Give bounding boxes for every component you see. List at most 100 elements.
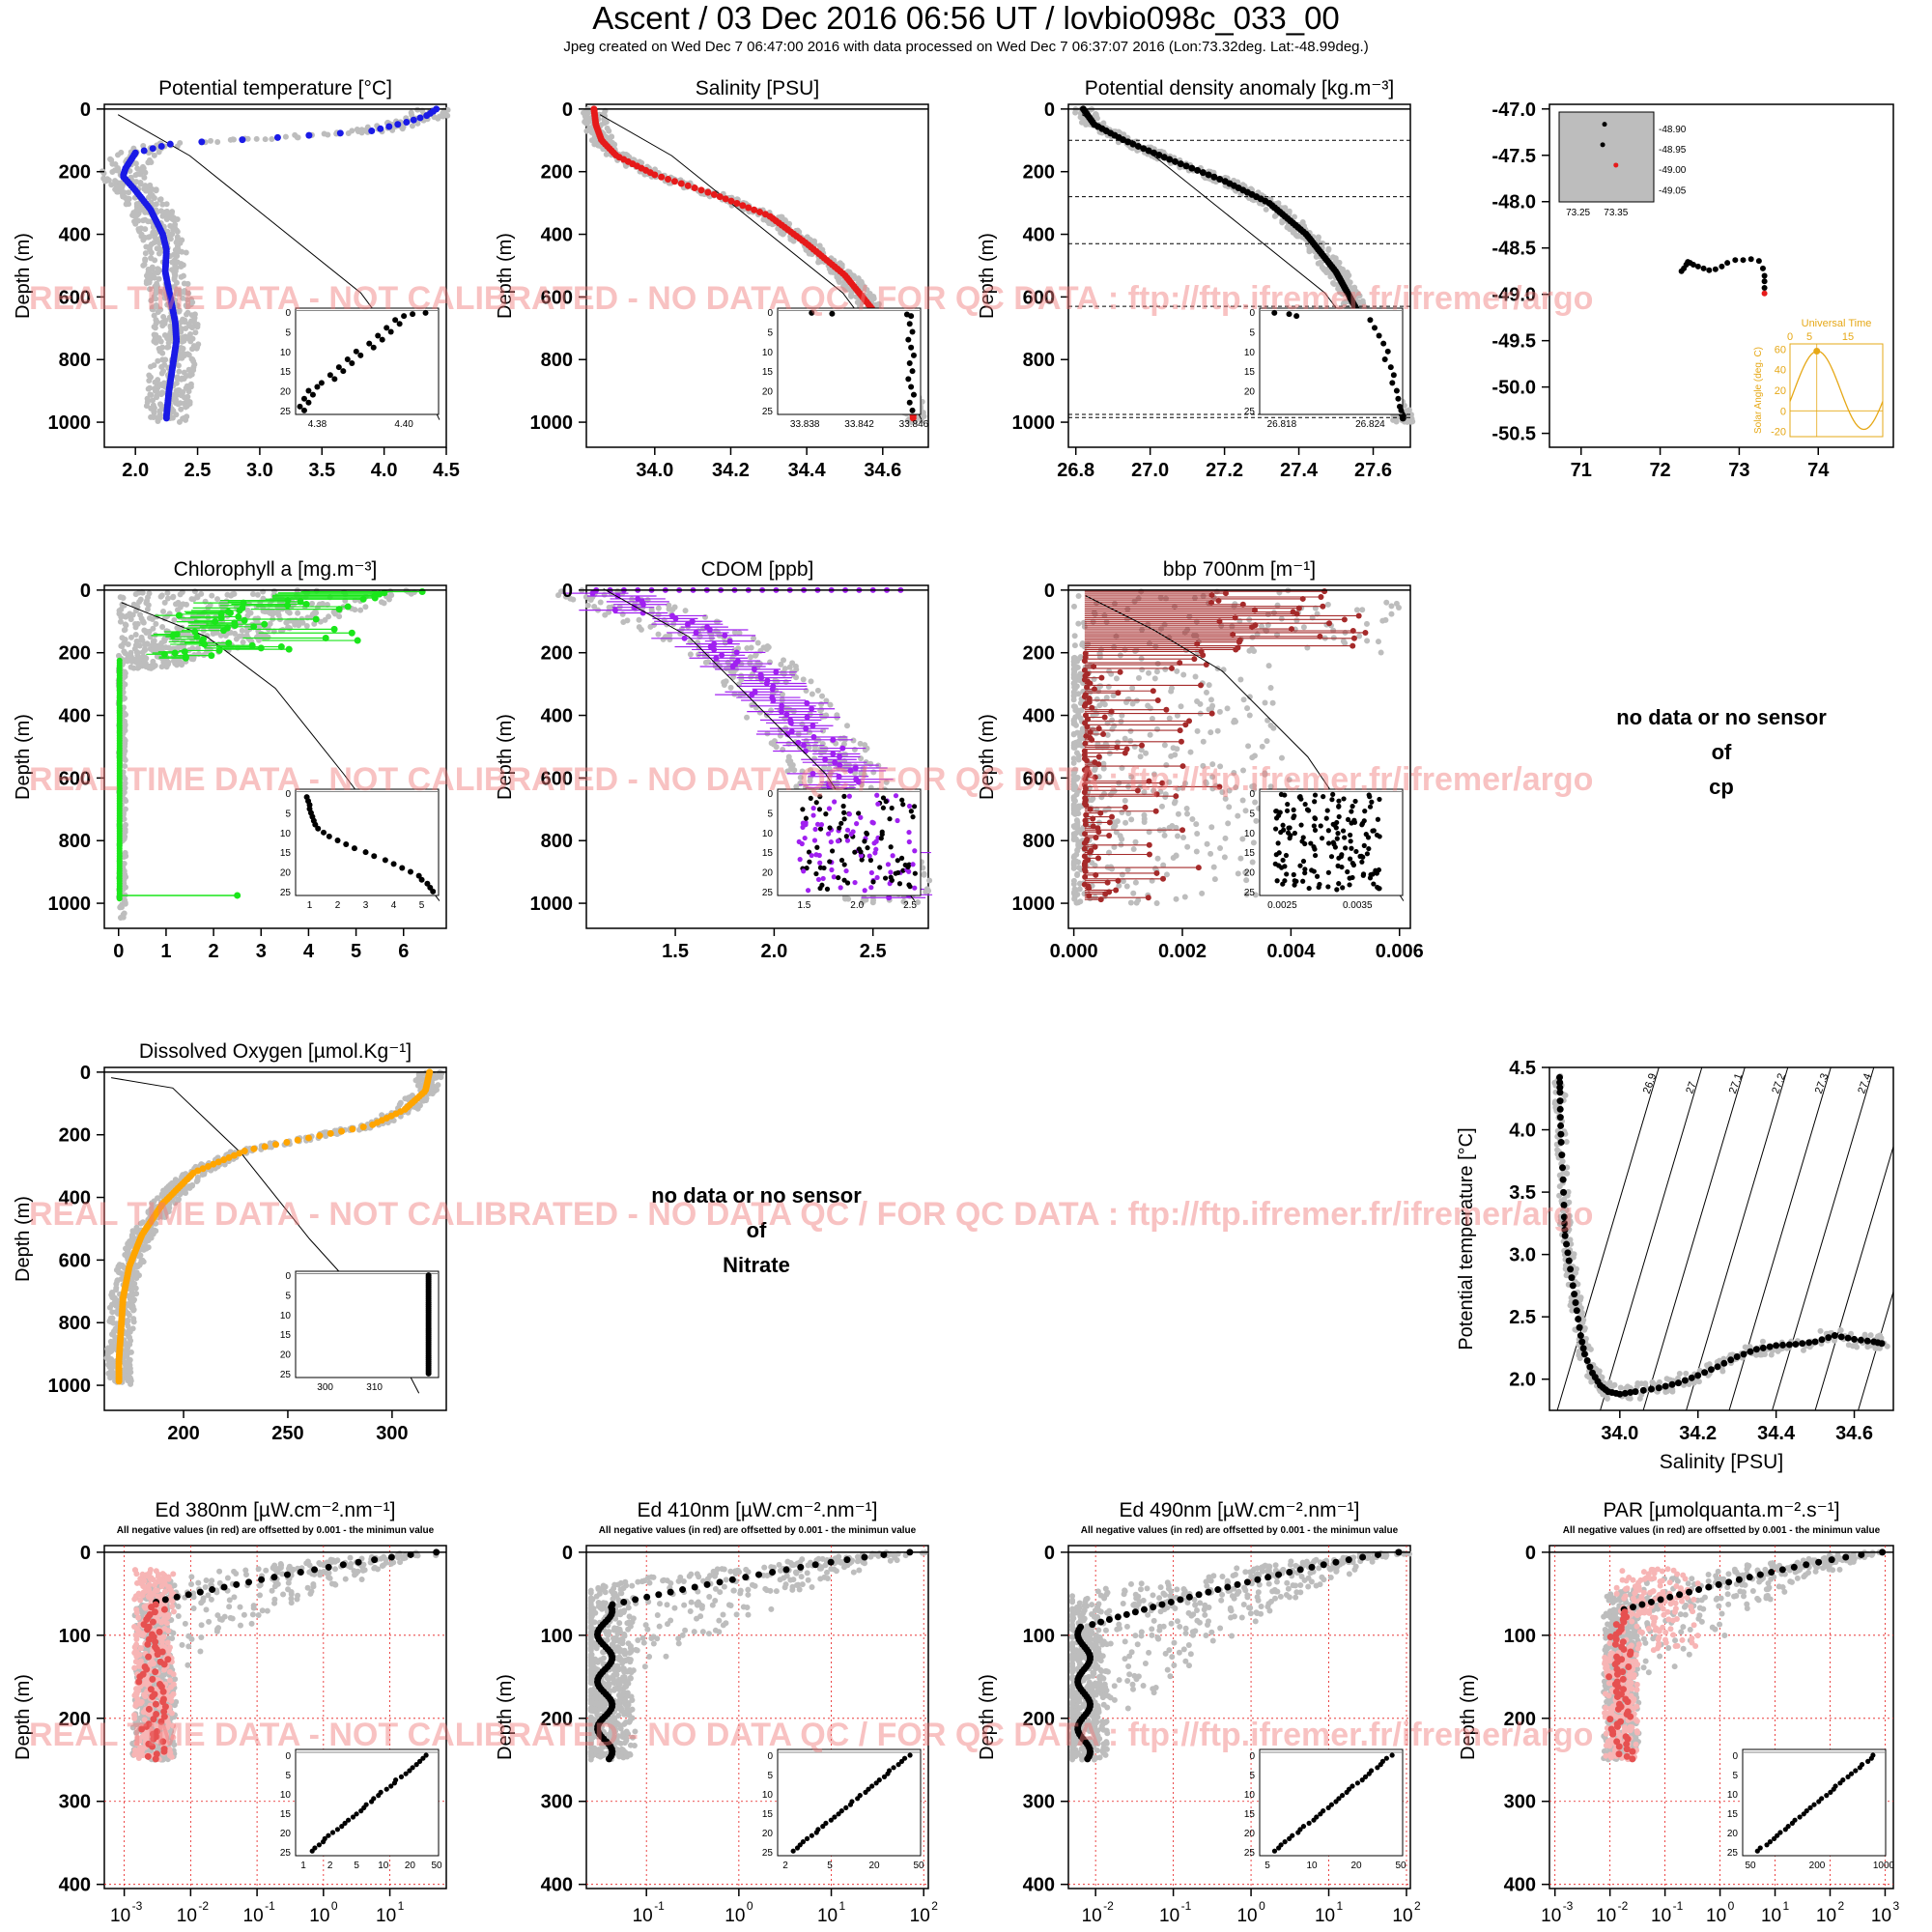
- chla-history-point: [122, 748, 128, 754]
- sal-data-point: [691, 185, 698, 192]
- chla-history-point: [214, 596, 221, 603]
- temp-history-point: [188, 346, 195, 353]
- oxy-ytick-label: 600: [59, 1250, 91, 1271]
- cdom-history-point: [785, 753, 792, 760]
- chla-data-point: [261, 620, 269, 628]
- sal-data-point: [684, 182, 692, 189]
- dens-ylabel: Depth (m): [977, 233, 998, 319]
- cdom-history-point: [682, 608, 689, 614]
- sal-inset-point: [908, 384, 915, 390]
- oxy-inset-ytick-label: 15: [280, 1330, 292, 1341]
- temp-history-point: [180, 351, 186, 357]
- oxy-history-point: [128, 1369, 134, 1376]
- sal-inset-point: [909, 407, 916, 413]
- chla-history-point: [127, 611, 133, 617]
- chla-data-point: [116, 895, 123, 902]
- oxy-history-point: [125, 1358, 131, 1365]
- chla-history-point: [122, 756, 128, 763]
- chla-history-point: [202, 598, 209, 605]
- sal-ytick-label: 200: [541, 162, 573, 184]
- oxy-inset-ytick-label: 25: [280, 1370, 292, 1380]
- temp-ytick-label: 200: [59, 162, 91, 184]
- temp-history-point: [163, 201, 170, 208]
- chla-history-point: [139, 649, 146, 656]
- temp-title: Potential temperature [°C]: [158, 77, 392, 99]
- temp-history-point: [444, 106, 451, 113]
- chla-history-point: [128, 634, 134, 640]
- temp-history-point: [179, 237, 185, 243]
- temp-xtick-label: 2.5: [185, 460, 212, 481]
- chla-history-point: [122, 637, 128, 643]
- oxy-history-point: [132, 1285, 139, 1292]
- chla-xtick-label: 3: [256, 941, 267, 962]
- temp-history-point: [108, 156, 115, 163]
- cdom-history-point: [655, 631, 662, 638]
- oxy-history-point: [163, 1184, 170, 1191]
- dens-inset-point: [1390, 372, 1397, 379]
- chla-history-point: [125, 641, 131, 648]
- oxy-history-point: [133, 1275, 140, 1282]
- temp-history-point: [150, 402, 156, 409]
- cdom-history-point: [727, 684, 734, 691]
- cdom-ylabel: Depth (m): [495, 714, 516, 800]
- temp-history-point: [409, 123, 415, 129]
- temp-history-point: [185, 351, 191, 357]
- dens-history-point: [1313, 253, 1320, 260]
- chla-history-point: [132, 620, 139, 627]
- dens-inset-point: [1387, 364, 1394, 371]
- chla-history-point: [160, 609, 167, 615]
- temp-history-point: [176, 355, 183, 361]
- dens-ytick-label: 1000: [1012, 412, 1056, 434]
- temp-history-point: [152, 257, 158, 264]
- temp-history-point: [174, 259, 181, 266]
- temp-history-point: [146, 286, 153, 293]
- sal-inset-point: [908, 344, 915, 351]
- figure-title: Ascent / 03 Dec 2016 06:56 UT / lovbio09…: [592, 0, 1340, 36]
- oxy-data-point: [283, 1138, 291, 1146]
- temp-history-point: [178, 319, 185, 326]
- cdom-history-point: [819, 693, 826, 699]
- cdom-history-point: [619, 611, 626, 617]
- temp-history-point: [157, 208, 164, 214]
- temp-history-point: [166, 212, 173, 218]
- temp-history-point: [137, 179, 144, 185]
- chla-history-point: [253, 634, 260, 640]
- temp-inset-point: [396, 321, 403, 327]
- cdom-history-point: [597, 599, 604, 606]
- cdom-history-point: [771, 741, 778, 748]
- chla-history-point: [144, 597, 151, 604]
- sal-xtick-label: 34.0: [636, 460, 673, 481]
- temp-history-point: [176, 386, 183, 393]
- chla-history-point: [270, 587, 277, 594]
- dens-inset-point: [1286, 311, 1293, 318]
- chla-history-point: [381, 600, 387, 607]
- sal-history-point: [604, 125, 611, 131]
- chla-history-point: [236, 633, 242, 639]
- temp-history-point: [186, 372, 193, 379]
- cdom-history-point: [702, 613, 709, 620]
- chla-history-point: [129, 656, 136, 663]
- sal-inset-xtick-label: 33.846: [899, 419, 929, 430]
- cdom-history-point: [883, 779, 890, 785]
- temp-data-point: [149, 145, 156, 153]
- chla-inset-point: [315, 825, 322, 832]
- sal-data-point: [665, 175, 672, 183]
- temp-history-point: [183, 249, 189, 256]
- cdom-history-point: [926, 877, 933, 884]
- sal-history-point: [779, 230, 785, 237]
- chla-history-point: [117, 618, 124, 625]
- temp-data-point: [198, 138, 206, 146]
- dens-inset-point: [1395, 395, 1402, 402]
- chla-history-point: [254, 615, 261, 622]
- dens-panel: Potential density anomaly [kg.m⁻³]Depth …: [977, 77, 1416, 481]
- temp-history-point: [153, 320, 159, 327]
- chla-history-point: [122, 626, 128, 633]
- temp-history-point: [169, 259, 176, 266]
- sal-history-point: [601, 120, 608, 127]
- oxy-history-point: [180, 1172, 186, 1179]
- sal-inset-point: [910, 391, 917, 398]
- sal-inset-point: [905, 376, 912, 383]
- temp-history-point: [120, 191, 127, 198]
- chla-history-point: [163, 628, 170, 635]
